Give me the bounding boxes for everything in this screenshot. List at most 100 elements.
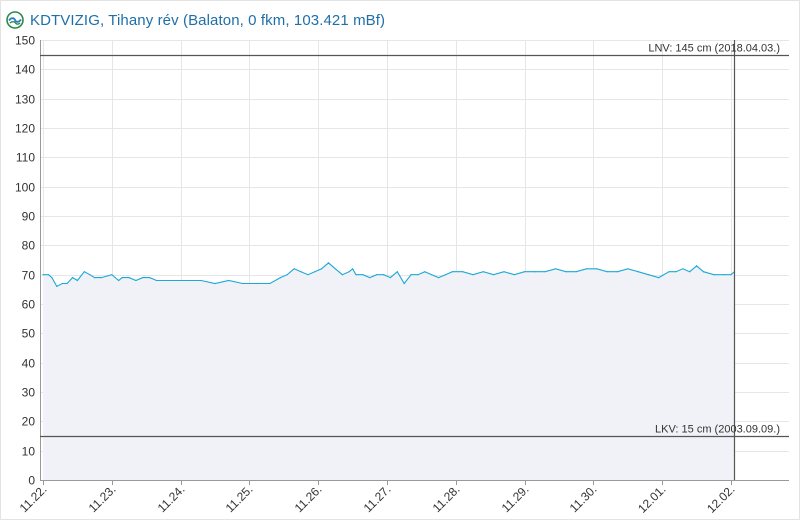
series-point (176, 279, 178, 282)
series-point (369, 277, 371, 279)
series-point (431, 274, 433, 276)
x-tick-label: 11.27. (361, 482, 394, 515)
series-point (228, 279, 230, 282)
series-point (321, 268, 323, 270)
series-area (43, 262, 735, 480)
kdtvizig-logo-icon (6, 11, 24, 29)
series-point (658, 277, 660, 279)
reference-lines: LNV: 145 cm (2018.04.03.) LKV: 15 cm (200… (40, 40, 789, 480)
series-point (286, 274, 288, 276)
series-point (376, 274, 378, 276)
series-point (355, 274, 357, 276)
series-point (723, 274, 725, 276)
series-point (482, 271, 484, 273)
series-point (730, 274, 732, 276)
series-point (616, 271, 619, 273)
y-tick-label: 30 (22, 386, 36, 400)
series-point (424, 271, 426, 273)
series-point (682, 268, 684, 270)
y-tick-label: 110 (16, 151, 35, 165)
series-point (186, 279, 189, 282)
series-point (389, 277, 391, 279)
series-point (66, 282, 68, 285)
y-tick-label: 40 (22, 357, 36, 371)
series-point (111, 274, 113, 276)
x-tick-label: 11.23. (86, 482, 119, 515)
series-point (200, 279, 202, 282)
reference-label-lnv: LNV: 145 cm (2018.04.03.) (648, 43, 780, 55)
x-tick-label: 12.02. (704, 482, 737, 515)
series-point (417, 274, 419, 276)
x-tick-label: 12.01. (635, 482, 668, 515)
series-point (606, 271, 608, 273)
series-point (585, 268, 588, 270)
series-point (307, 274, 309, 276)
series-point (352, 268, 354, 270)
series-point (668, 271, 670, 273)
series-point (462, 271, 464, 273)
y-tick-label: 120 (15, 122, 35, 136)
series-point (444, 274, 447, 276)
series-point (300, 271, 302, 273)
series-point (689, 271, 691, 273)
series-point (255, 282, 257, 285)
series-point (451, 271, 453, 273)
series-point (675, 271, 677, 273)
series-point (503, 271, 505, 273)
y-tick-label: 80 (22, 239, 36, 253)
series-point (534, 271, 536, 273)
series-point (637, 271, 639, 273)
series-point (121, 277, 123, 279)
y-tick-label: 70 (22, 269, 36, 283)
series-point (403, 282, 405, 285)
series-point (493, 274, 495, 276)
series-point (61, 282, 63, 285)
series-point (702, 271, 705, 273)
series-point (149, 277, 151, 279)
series-point (544, 271, 546, 273)
series-point (713, 274, 715, 276)
x-tick-label: 11.24. (155, 482, 188, 515)
y-tick-label: 20 (22, 415, 36, 429)
y-tick-label: 130 (15, 93, 35, 107)
series-point (100, 277, 103, 279)
series-point (83, 271, 85, 273)
series-point (555, 268, 557, 270)
series-point (696, 265, 698, 267)
series-point (327, 262, 330, 264)
series-point (76, 279, 78, 282)
series-point (118, 279, 120, 282)
series-point (142, 277, 144, 279)
y-tick-label: 90 (22, 210, 36, 224)
series-point (627, 268, 629, 270)
area-layer (42, 262, 736, 480)
x-tick-label: 11.28. (430, 482, 463, 515)
x-tick-label: 11.26. (292, 482, 325, 515)
chart-title: KDTVIZIG, Tihany rév (Balaton, 0 fkm, 10… (30, 11, 386, 29)
series-point (51, 277, 53, 279)
series-point (214, 282, 216, 285)
series-point (596, 268, 598, 270)
y-tick-label: 60 (22, 298, 36, 312)
y-tick-label: 100 (15, 181, 35, 195)
series-point (293, 268, 295, 270)
series-point (565, 271, 567, 273)
series-point (314, 271, 316, 273)
series-point (72, 277, 74, 279)
series-point (334, 268, 336, 270)
series-point (575, 271, 577, 273)
series-point (341, 274, 343, 276)
y-tick-label: 150 (15, 34, 35, 48)
series-point (472, 274, 474, 276)
series-point (155, 279, 158, 282)
series-point (279, 277, 281, 279)
series-point (42, 274, 44, 276)
reference-label-lkv: LKV: 15 cm (2003.09.09.) (655, 424, 780, 436)
series-point (647, 274, 650, 276)
series-point (135, 279, 137, 282)
y-tick-label: 140 (15, 63, 35, 77)
series-point (438, 277, 440, 279)
series-point (128, 277, 130, 279)
series-point (166, 279, 168, 282)
